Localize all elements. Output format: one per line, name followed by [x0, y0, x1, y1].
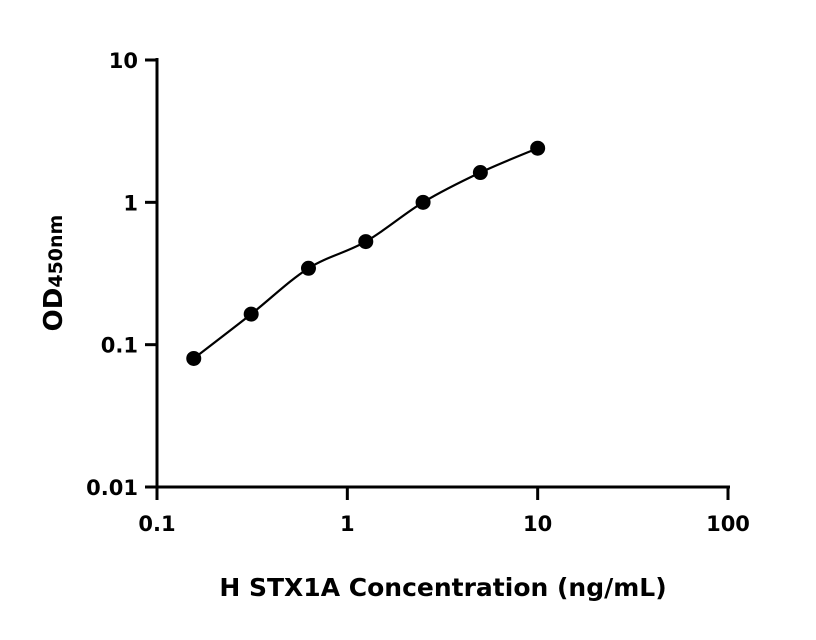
data-point [530, 140, 546, 156]
y-tick-label: 10 [109, 49, 138, 73]
axes [155, 58, 730, 489]
y-tick-label: 0.1 [101, 334, 138, 358]
data-point [243, 306, 259, 322]
x-tick-label: 0.1 [138, 512, 175, 536]
y-ticks: 0.01 0.1 1 10 [86, 49, 157, 500]
y-axis-label-subscript: 450nm [45, 215, 67, 288]
x-tick-label: 1 [340, 512, 355, 536]
data-point [472, 165, 488, 181]
x-tick-label: 100 [706, 512, 750, 536]
x-axis-label: H STX1A Concentration (ng/mL) [219, 573, 666, 602]
data-point [300, 260, 316, 276]
y-axis-label: OD450nm [39, 215, 69, 332]
y-axis-label-main: OD [39, 288, 69, 332]
x-ticks: 0.1 1 10 100 [138, 487, 750, 536]
data-point [186, 350, 202, 366]
data-point [358, 234, 374, 250]
y-tick-label: 0.01 [86, 476, 138, 500]
data-points [186, 140, 546, 366]
x-tick-label: 10 [523, 512, 552, 536]
fit-curve [193, 147, 539, 360]
y-tick-label: 1 [123, 191, 138, 215]
data-point [415, 194, 431, 210]
